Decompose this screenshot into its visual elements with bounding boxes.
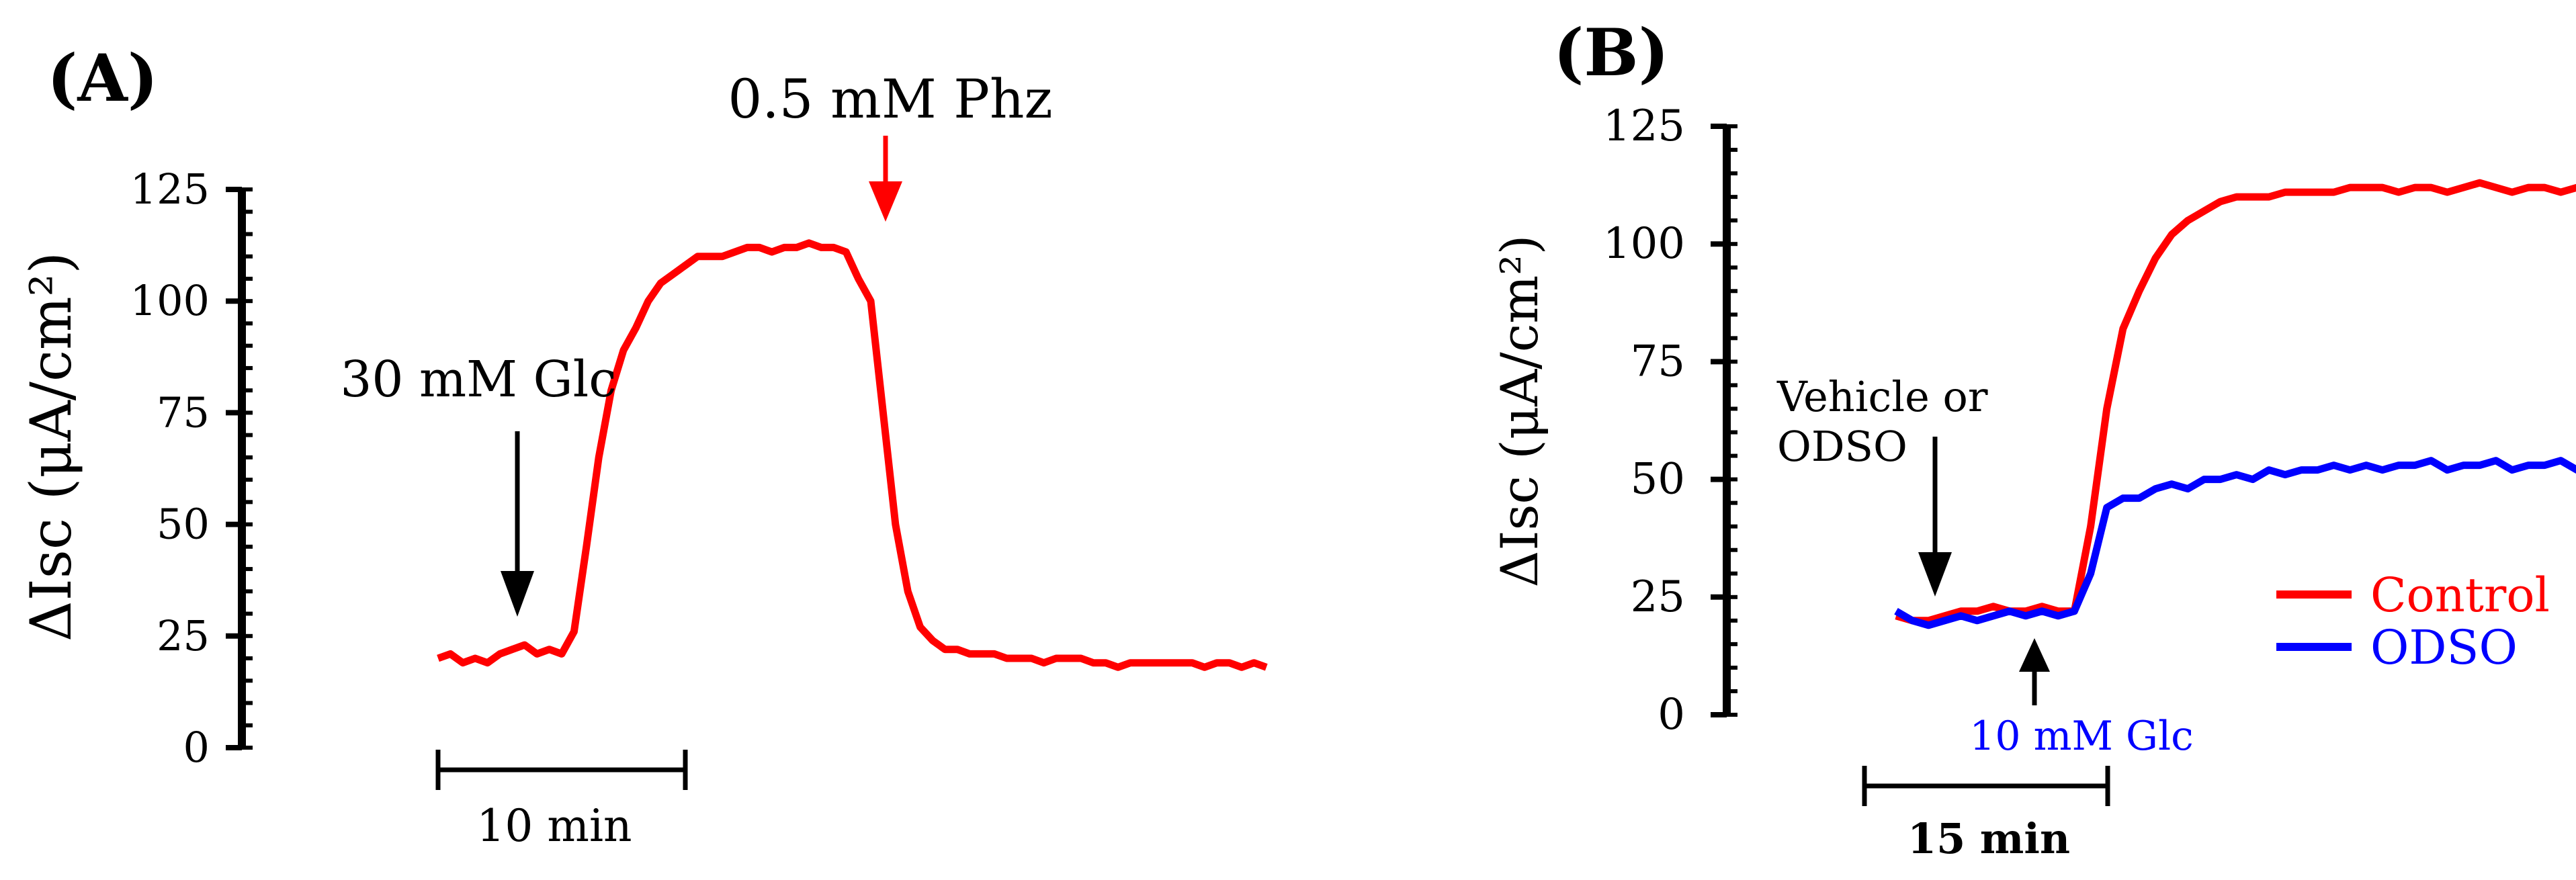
panel-a-phz-arrow-icon <box>869 136 902 222</box>
panel-a-annotation-glc: 30 mM Glc <box>340 351 616 408</box>
panel-a-y-axis-label: ΔIsc (μA/cm²) <box>18 252 84 642</box>
panel-a-tick-label-0: 0 <box>183 723 210 772</box>
panel-b-label: (B) <box>1553 15 1669 91</box>
panel-b-annotation-vehicle: Vehicle or <box>1776 372 1988 421</box>
panel-b-tick-label-50: 50 <box>1631 455 1685 504</box>
panel-b-legend: Control ODSO <box>2276 568 2550 675</box>
panel-a: (A) ΔIsc (μA/cm²) 0 25 50 75 100 125 30 … <box>18 40 1268 852</box>
panel-b-series-odso-line <box>1894 457 2576 629</box>
panel-b-tick-label-100: 100 <box>1603 219 1685 269</box>
panel-b-glc-arrow-icon <box>2019 638 2050 705</box>
panel-a-series-control-line <box>437 239 1268 671</box>
panel-b-tick-label-0: 0 <box>1658 690 1685 740</box>
panel-b-annotation-glc: 10 mM Glc <box>1969 713 2194 760</box>
legend-label-control: Control <box>2370 568 2550 623</box>
panel-b-series-control-line <box>1895 179 2576 625</box>
panel-b-major-ticks <box>1711 124 1727 717</box>
panel-b: (B) ΔIsc (μA/cm²) 0 25 50 75 100 125 Veh… <box>1490 15 2576 863</box>
legend-item-control: Control <box>2276 568 2550 623</box>
panel-b-y-axis: 0 25 50 75 100 125 <box>1603 101 1737 740</box>
panel-b-tick-labels: 0 25 50 75 100 125 <box>1603 101 1685 740</box>
panel-a-y-axis: 0 25 50 75 100 125 <box>130 165 253 772</box>
panel-a-tick-label-75: 75 <box>157 388 210 437</box>
panel-a-scale-bar-label: 10 min <box>476 800 632 852</box>
panel-a-annotation-phz: 0.5 mM Phz <box>728 68 1052 130</box>
legend-label-odso: ODSO <box>2370 620 2518 675</box>
panel-a-tick-labels: 0 25 50 75 100 125 <box>130 165 210 772</box>
panel-a-tick-label-100: 100 <box>130 276 210 325</box>
panel-b-annotation-odso: ODSO <box>1777 422 1907 471</box>
panel-a-label: (A) <box>47 40 158 116</box>
panel-b-y-axis-label: ΔIsc (μA/cm²) <box>1490 235 1549 588</box>
panel-b-scale-bar <box>1862 766 2110 806</box>
panel-b-tick-label-75: 75 <box>1631 337 1685 386</box>
panel-a-major-ticks <box>226 187 242 750</box>
panel-b-scale-bar-label: 15 min <box>1907 814 2070 863</box>
legend-item-odso: ODSO <box>2276 620 2518 675</box>
panel-a-tick-label-125: 125 <box>130 165 210 214</box>
panel-b-tick-label-25: 25 <box>1631 572 1685 622</box>
panel-b-vehicle-arrow-icon <box>1918 437 1952 597</box>
panel-a-glc-arrow-icon <box>501 431 534 617</box>
panel-a-tick-label-50: 50 <box>157 500 210 549</box>
panel-a-tick-label-25: 25 <box>157 611 210 660</box>
panel-b-tick-label-125: 125 <box>1603 101 1685 151</box>
panel-a-scale-bar <box>435 750 688 790</box>
panel-b-minor-ticks <box>1727 124 1737 717</box>
panel-a-minor-ticks <box>242 187 253 750</box>
